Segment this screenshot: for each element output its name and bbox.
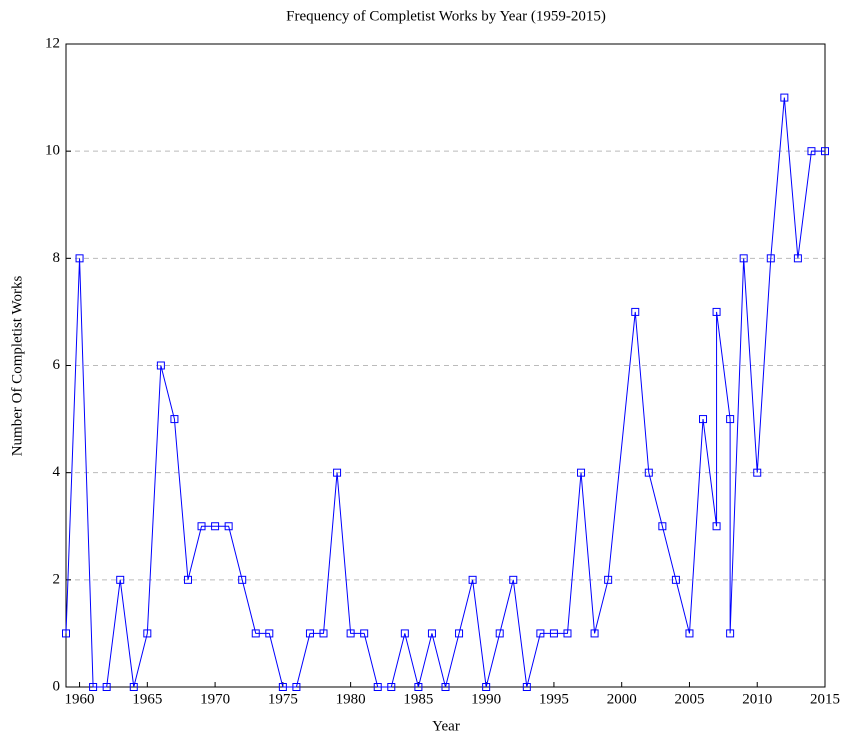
marker	[156, 361, 165, 370]
marker	[780, 93, 789, 102]
marker	[671, 575, 680, 584]
x-tick-label: 1965	[132, 691, 162, 707]
marker	[455, 629, 464, 638]
marker	[807, 147, 816, 156]
marker	[278, 683, 287, 691]
marker	[89, 683, 98, 691]
marker	[536, 629, 545, 638]
x-tick-label: 1985	[403, 691, 433, 707]
marker	[387, 683, 396, 691]
marker	[211, 522, 220, 531]
marker	[224, 522, 233, 531]
marker	[604, 575, 613, 584]
marker	[563, 629, 572, 638]
marker	[360, 629, 369, 638]
marker	[129, 683, 138, 691]
y-tick-label: 6	[53, 357, 61, 373]
marker	[753, 468, 762, 477]
marker	[658, 522, 667, 531]
x-tick-label: 1960	[65, 691, 95, 707]
marker	[75, 254, 84, 263]
marker	[549, 629, 558, 638]
x-tick-label: 1975	[268, 691, 298, 707]
marker	[644, 468, 653, 477]
marker	[62, 629, 70, 638]
marker	[183, 575, 192, 584]
marker	[590, 629, 599, 638]
y-tick-label: 10	[45, 143, 60, 159]
x-tick-label: 1970	[200, 691, 230, 707]
marker	[577, 468, 586, 477]
marker	[292, 683, 301, 691]
marker	[509, 575, 518, 584]
marker	[346, 629, 355, 638]
x-tick-label: 2010	[742, 691, 772, 707]
marker	[631, 307, 640, 316]
x-tick-label: 2000	[607, 691, 637, 707]
marker	[739, 254, 748, 263]
marker	[821, 147, 829, 156]
marker	[427, 629, 436, 638]
y-tick-label: 12	[45, 35, 60, 51]
marker	[685, 629, 694, 638]
marker	[726, 629, 735, 638]
marker	[699, 415, 708, 424]
marker	[468, 575, 477, 584]
y-tick-label: 4	[53, 464, 61, 480]
marker	[766, 254, 775, 263]
marker	[238, 575, 247, 584]
chart-title: Frequency of Completist Works by Year (1…	[286, 8, 606, 24]
marker	[102, 683, 111, 691]
x-axis-label: Year	[432, 718, 460, 734]
marker	[373, 683, 382, 691]
y-tick-label: 8	[53, 250, 61, 266]
x-tick-label: 2015	[810, 691, 840, 707]
marker	[143, 629, 152, 638]
marker	[522, 683, 531, 691]
marker	[482, 683, 491, 691]
y-tick-label: 2	[53, 571, 61, 587]
marker	[170, 415, 179, 424]
marker	[319, 629, 328, 638]
marker	[712, 307, 721, 316]
y-axis-label: Number Of Completist Works	[9, 276, 25, 457]
x-tick-label: 2005	[674, 691, 704, 707]
y-tick-label: 0	[53, 678, 61, 694]
line	[65, 97, 825, 688]
x-tick-label: 1990	[471, 691, 501, 707]
marker	[712, 522, 721, 531]
marker	[333, 468, 342, 477]
marker	[414, 683, 423, 691]
marker	[265, 629, 274, 638]
marker	[116, 575, 125, 584]
marker	[197, 522, 206, 531]
marker	[251, 629, 260, 638]
marker	[495, 629, 504, 638]
marker	[793, 254, 802, 263]
marker	[400, 629, 409, 638]
x-tick-label: 1995	[539, 691, 569, 707]
x-tick-label: 1980	[336, 691, 366, 707]
marker	[305, 629, 314, 638]
marker	[726, 415, 735, 424]
marker	[441, 683, 450, 691]
